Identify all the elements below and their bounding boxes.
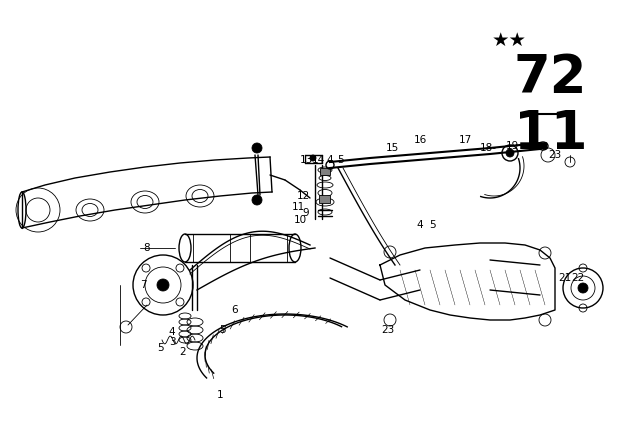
- Text: 11: 11: [291, 202, 305, 212]
- Circle shape: [506, 149, 514, 157]
- Circle shape: [252, 143, 262, 153]
- Text: 5: 5: [429, 220, 435, 230]
- Text: 4: 4: [169, 327, 175, 337]
- Text: 15: 15: [385, 143, 399, 153]
- Text: 4: 4: [326, 155, 333, 165]
- Text: 19: 19: [506, 141, 518, 151]
- Text: 4: 4: [417, 220, 423, 230]
- Text: 23: 23: [381, 325, 395, 335]
- Text: 21: 21: [558, 273, 572, 283]
- Text: 12: 12: [296, 191, 310, 201]
- Text: 5: 5: [219, 325, 225, 335]
- Text: 3: 3: [169, 337, 175, 347]
- Text: 1: 1: [217, 390, 223, 400]
- Text: ★★: ★★: [492, 31, 526, 50]
- Text: 5: 5: [157, 343, 164, 353]
- Text: 10: 10: [293, 215, 307, 225]
- Circle shape: [252, 195, 262, 205]
- Text: 5: 5: [337, 155, 343, 165]
- Circle shape: [578, 283, 588, 293]
- Text: 13: 13: [300, 155, 312, 165]
- Text: 6: 6: [232, 305, 238, 315]
- Text: 7: 7: [140, 280, 147, 290]
- Text: 11: 11: [514, 108, 587, 160]
- Text: 14: 14: [312, 155, 324, 165]
- Text: 23: 23: [548, 150, 562, 160]
- Text: 16: 16: [413, 135, 427, 145]
- Text: 2: 2: [180, 347, 186, 357]
- Text: 18-: 18-: [479, 143, 497, 153]
- Text: 8: 8: [144, 243, 150, 253]
- Circle shape: [310, 155, 316, 161]
- Bar: [319, 195, 330, 203]
- Text: 17: 17: [458, 135, 472, 145]
- Text: 9: 9: [303, 208, 309, 218]
- Text: 72: 72: [514, 52, 587, 104]
- Circle shape: [157, 279, 169, 291]
- Bar: [320, 168, 330, 175]
- Text: 22: 22: [572, 273, 584, 283]
